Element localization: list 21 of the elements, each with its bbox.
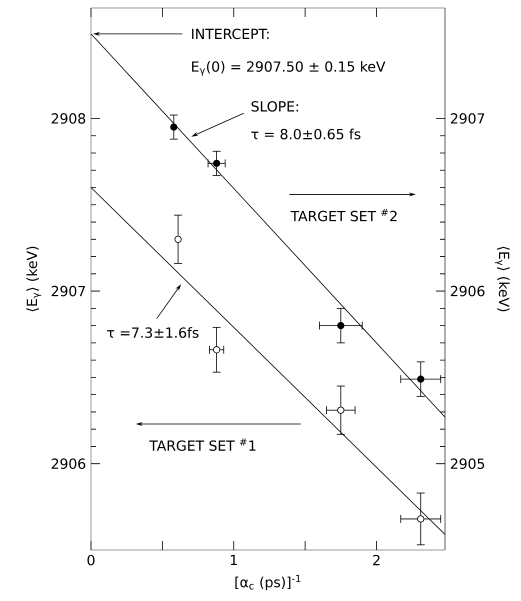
annotation: τ =7.3±1.6fs [107,327,199,338]
x-tick-label: 1 [230,554,237,566]
y-tick-label: 2907 [52,286,85,296]
point [170,123,178,131]
y2-tick-label: 2907 [450,113,484,124]
y2-axis-title: ⟨E$_{γ}$⟩ (keV) [494,246,510,312]
annotation: INTERCEPT: [192,28,269,40]
x-axis-title: [α$_{c}$ (ps)]$^{-1}$ [235,574,300,590]
y-tick-label: 2908 [52,113,86,124]
y2-tick-label: 2906 [450,286,484,296]
annotation: E$_{γ}$(0) = 2907.50 ± 0.15 keV [192,61,386,76]
x-tick-label: 0 [87,554,95,566]
y2-tick-label: 2905 [450,458,484,469]
y-axis-title: ⟨E$_{γ}$⟩ (keV) [26,246,42,312]
x-tick-label: 2 [373,554,380,566]
annotation: TARGET SET $^{#}$1 [149,438,256,451]
y-tick-label: 2906 [52,458,86,469]
annotation: TARGET SET $^{#}$2 [290,208,397,222]
annotation: SLOPE: [252,101,298,112]
point [174,236,182,243]
annotation: τ = 8.0±0.65 fs [251,128,360,140]
